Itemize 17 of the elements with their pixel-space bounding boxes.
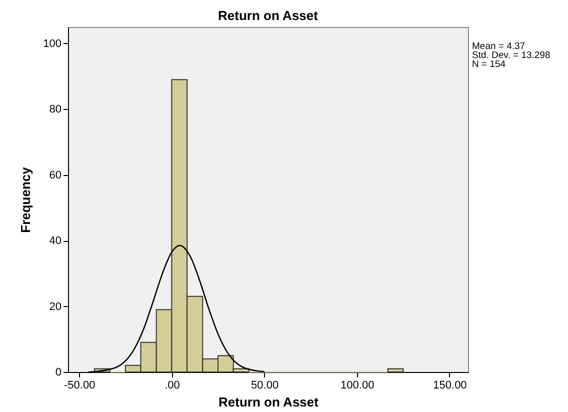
x-axis-title: Return on Asset xyxy=(218,394,320,410)
x-tick-label: 50.00 xyxy=(251,380,279,392)
y-tick-label: 100 xyxy=(43,38,62,50)
x-tick-label: 100.00 xyxy=(340,380,374,392)
text: Mean = 4.37 xyxy=(472,41,526,52)
y-tick-label: 40 xyxy=(49,235,62,248)
y-tick-label: 80 xyxy=(49,104,62,116)
x-tick-label: .00 xyxy=(164,380,180,392)
y-tick-label: 60 xyxy=(49,169,62,182)
x-tick-label: -50.00 xyxy=(64,380,96,392)
chart-title: Return on Asset xyxy=(218,8,319,23)
text: Std. Dev. = 13.298 xyxy=(472,50,550,61)
y-tick-label: 0 xyxy=(55,366,62,378)
x-tick-label: 150.00 xyxy=(433,380,467,392)
text: N = 154 xyxy=(472,59,506,70)
y-axis-title: Frequency xyxy=(18,166,34,233)
y-tick-label: 20 xyxy=(49,300,62,313)
